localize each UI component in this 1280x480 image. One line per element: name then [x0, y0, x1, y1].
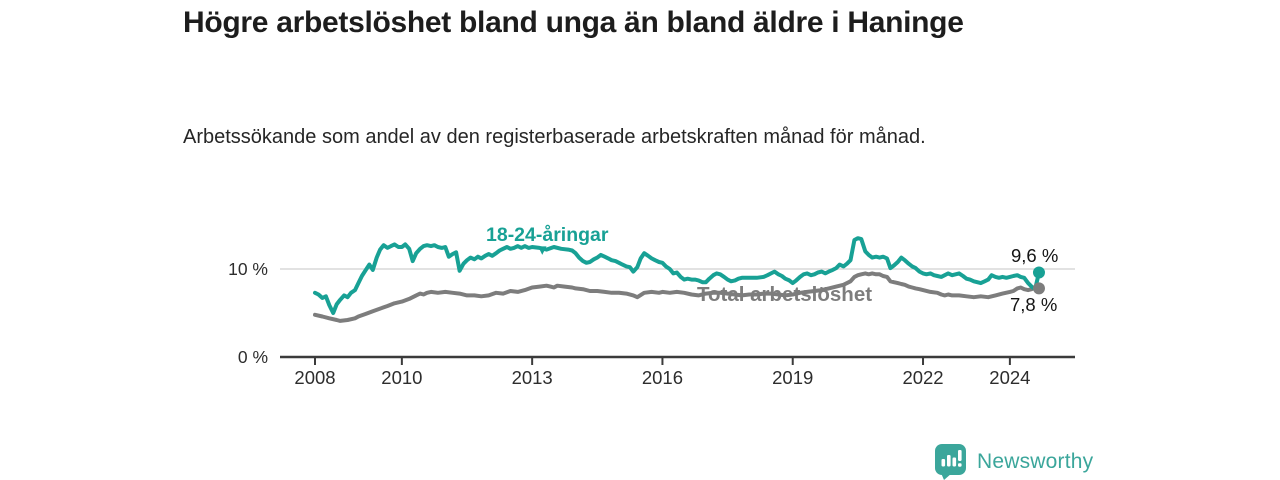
newsworthy-wordmark: Newsworthy	[977, 449, 1094, 473]
x-tick-label: 2019	[772, 367, 814, 388]
y-tick-label: 10 %	[228, 259, 268, 279]
newsworthy-logo-icon	[935, 444, 966, 480]
series-label-total: Total arbetslöshet	[697, 283, 873, 306]
end-dot-young	[1032, 266, 1045, 279]
x-tick-label: 2016	[641, 367, 684, 388]
y-tick-label: 0 %	[237, 347, 268, 367]
x-tick-label: 2022	[902, 367, 944, 388]
series-line-total	[313, 271, 1041, 323]
end-dot-total	[1032, 282, 1045, 295]
x-tick-label: 2013	[511, 367, 553, 388]
x-tick-label: 2024	[989, 367, 1031, 388]
end-value-label-total: 7,8 %	[1010, 294, 1058, 315]
x-tick-label: 2010	[381, 367, 423, 388]
page-title: Högre arbetslöshet bland unga än bland ä…	[183, 6, 964, 39]
end-value-label-young: 9,6 %	[1011, 245, 1059, 266]
newsworthy-logo: Newsworthy	[932, 443, 1093, 480]
series-line-young	[313, 236, 1041, 315]
x-tick-label: 2008	[294, 367, 336, 388]
arrow-down-icon: ▾	[538, 240, 547, 259]
series-label-young: 18-24-åringar	[486, 224, 609, 246]
chart-subtitle: Arbetssökande som andel av den registerb…	[183, 126, 926, 148]
